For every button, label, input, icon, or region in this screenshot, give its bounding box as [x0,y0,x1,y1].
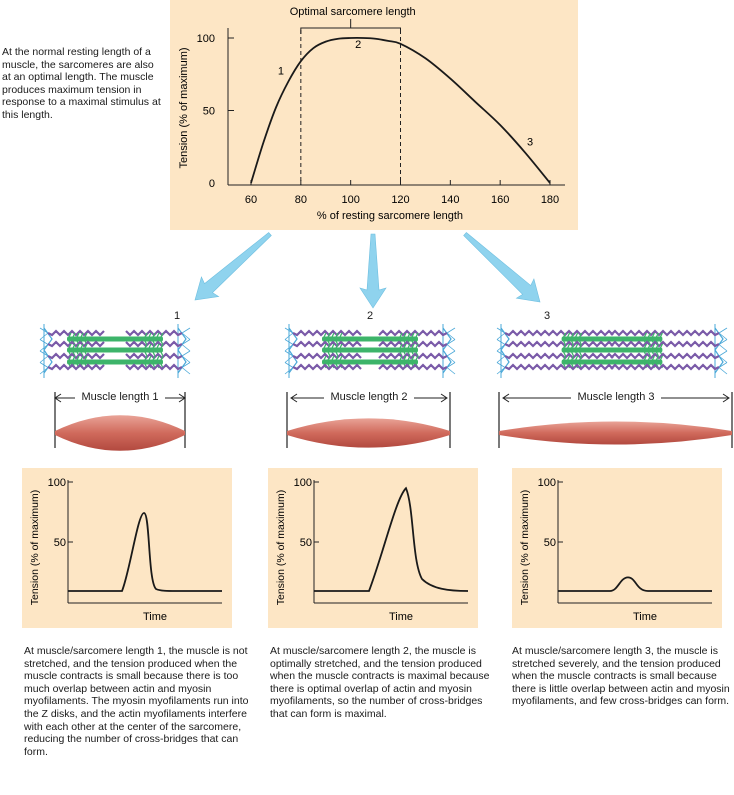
arrow-to-case-1 [194,232,272,301]
x-tick-label: 100 [341,194,359,206]
x-tick-label: 80 [295,194,307,206]
myosin-filament [561,359,663,365]
tension-graph-svg: 100 50 Tension (% of maximum) Time [519,477,712,623]
case-number: 1 [174,310,181,322]
actin-filament [47,340,105,348]
intro-text: At the normal resting length of a muscle… [2,46,161,121]
actin-filament [610,340,720,348]
y-tick-label: 100 [294,477,312,489]
x-tick-label: 140 [441,194,459,206]
sarcomere-svg [496,324,733,448]
myosin-filament [322,359,418,365]
actin-filament [378,340,448,348]
muscle-body [499,421,732,445]
tension-graph-3: 100 50 Tension (% of maximum) Time [512,468,722,628]
caption-1: At muscle/sarcomere length 1, the muscle… [24,645,249,758]
muscle-body [287,418,450,448]
curve-point-label-2: 2 [355,39,361,51]
optimal-annotation: Optimal sarcomere length [290,6,416,18]
tension-graph-svg: 100 50 Tension (% of maximum) Time [29,477,222,623]
tension-curve [68,512,222,592]
myosin-filament [561,347,663,353]
actin-filament [504,340,614,348]
arrows-layer [194,232,541,309]
actin-filament [610,363,720,371]
y-axis-label: Tension (% of maximum) [29,490,41,606]
tension-curve [314,486,469,592]
tension-graph-2: 100 50 Tension (% of maximum) Time [268,468,478,628]
actin-filament [47,363,105,371]
actin-filament [378,329,448,337]
tension-graph-svg: 100 50 Tension (% of maximum) Time [275,477,469,623]
curve-point-label-1: 1 [278,65,284,77]
myosin-filament [561,336,663,342]
case-3-diagram: 3 Muscle length 3 [0,300,734,460]
curve-point-label-3: 3 [527,136,533,148]
muscle-length-label: Muscle length 3 [571,391,661,403]
y-axis-label: Tension (% of maximum) [275,490,287,606]
actin-filament [292,363,362,371]
myosin-filament [67,359,163,365]
x-axis-label: Time [633,611,657,623]
x-axis-label: Time [143,611,167,623]
case-number: 2 [367,310,374,322]
x-tick-label: 120 [391,194,409,206]
case-number: 3 [544,310,551,322]
actin-filament [378,352,448,360]
actin-filament [292,329,362,337]
y-tick-label: 0 [209,178,215,190]
x-axis-label: Time [389,611,413,623]
case-2-diagram: 2 Muscle length 2 [0,300,734,460]
y-axis-label: Tension (% of maximum) [519,490,531,606]
actin-filament [378,363,448,371]
sarcomere-svg [39,324,191,451]
sarcomere-svg [284,324,456,448]
actin-filament [292,352,362,360]
myosin-filament [67,336,163,342]
length-tension-chart: 0 50 100 60 80 100 120 140 160 180 % of resting sa… [178,6,565,222]
arrow-to-case-3 [463,232,541,303]
tension-graph-1: 100 50 Tension (% of maximum) Time [22,468,232,628]
arrow-to-case-2 [359,233,387,309]
tension-curve [558,576,712,592]
actin-filament [504,363,614,371]
y-tick-label: 100 [48,477,66,489]
length-tension-curve [250,37,551,184]
y-tick-label: 100 [197,33,215,45]
actin-filament [292,340,362,348]
y-tick-label: 50 [544,537,556,549]
actin-filament [47,352,105,360]
actin-filament [504,352,614,360]
myosin-filament [67,347,163,353]
actin-filament [47,329,105,337]
x-tick-label: 160 [491,194,509,206]
myosin-filament [322,336,418,342]
y-tick-label: 50 [203,106,215,118]
main-chart-panel: 0 50 100 60 80 100 120 140 160 180 % of resting sa… [170,0,578,230]
muscle-body [55,415,185,451]
myosin-filament [322,347,418,353]
actin-filament [610,352,720,360]
y-tick-label: 100 [538,477,556,489]
x-tick-label: 60 [245,194,257,206]
actin-filament [610,329,720,337]
y-tick-label: 50 [54,537,66,549]
actin-filament [125,363,183,371]
x-tick-label: 180 [541,194,559,206]
optimal-bracket [300,19,401,34]
x-axis-label: % of resting sarcomere length [317,210,463,222]
muscle-length-label: Muscle length 2 [324,391,414,403]
muscle-length-label: Muscle length 1 [75,391,165,403]
actin-filament [504,329,614,337]
caption-2: At muscle/sarcomere length 2, the muscle… [270,645,490,720]
y-tick-label: 50 [300,537,312,549]
caption-3: At muscle/sarcomere length 3, the muscle… [512,645,730,708]
y-axis-label: Tension (% of maximum) [178,47,190,168]
case-1-diagram: 1 Muscle length 1 [0,300,734,460]
